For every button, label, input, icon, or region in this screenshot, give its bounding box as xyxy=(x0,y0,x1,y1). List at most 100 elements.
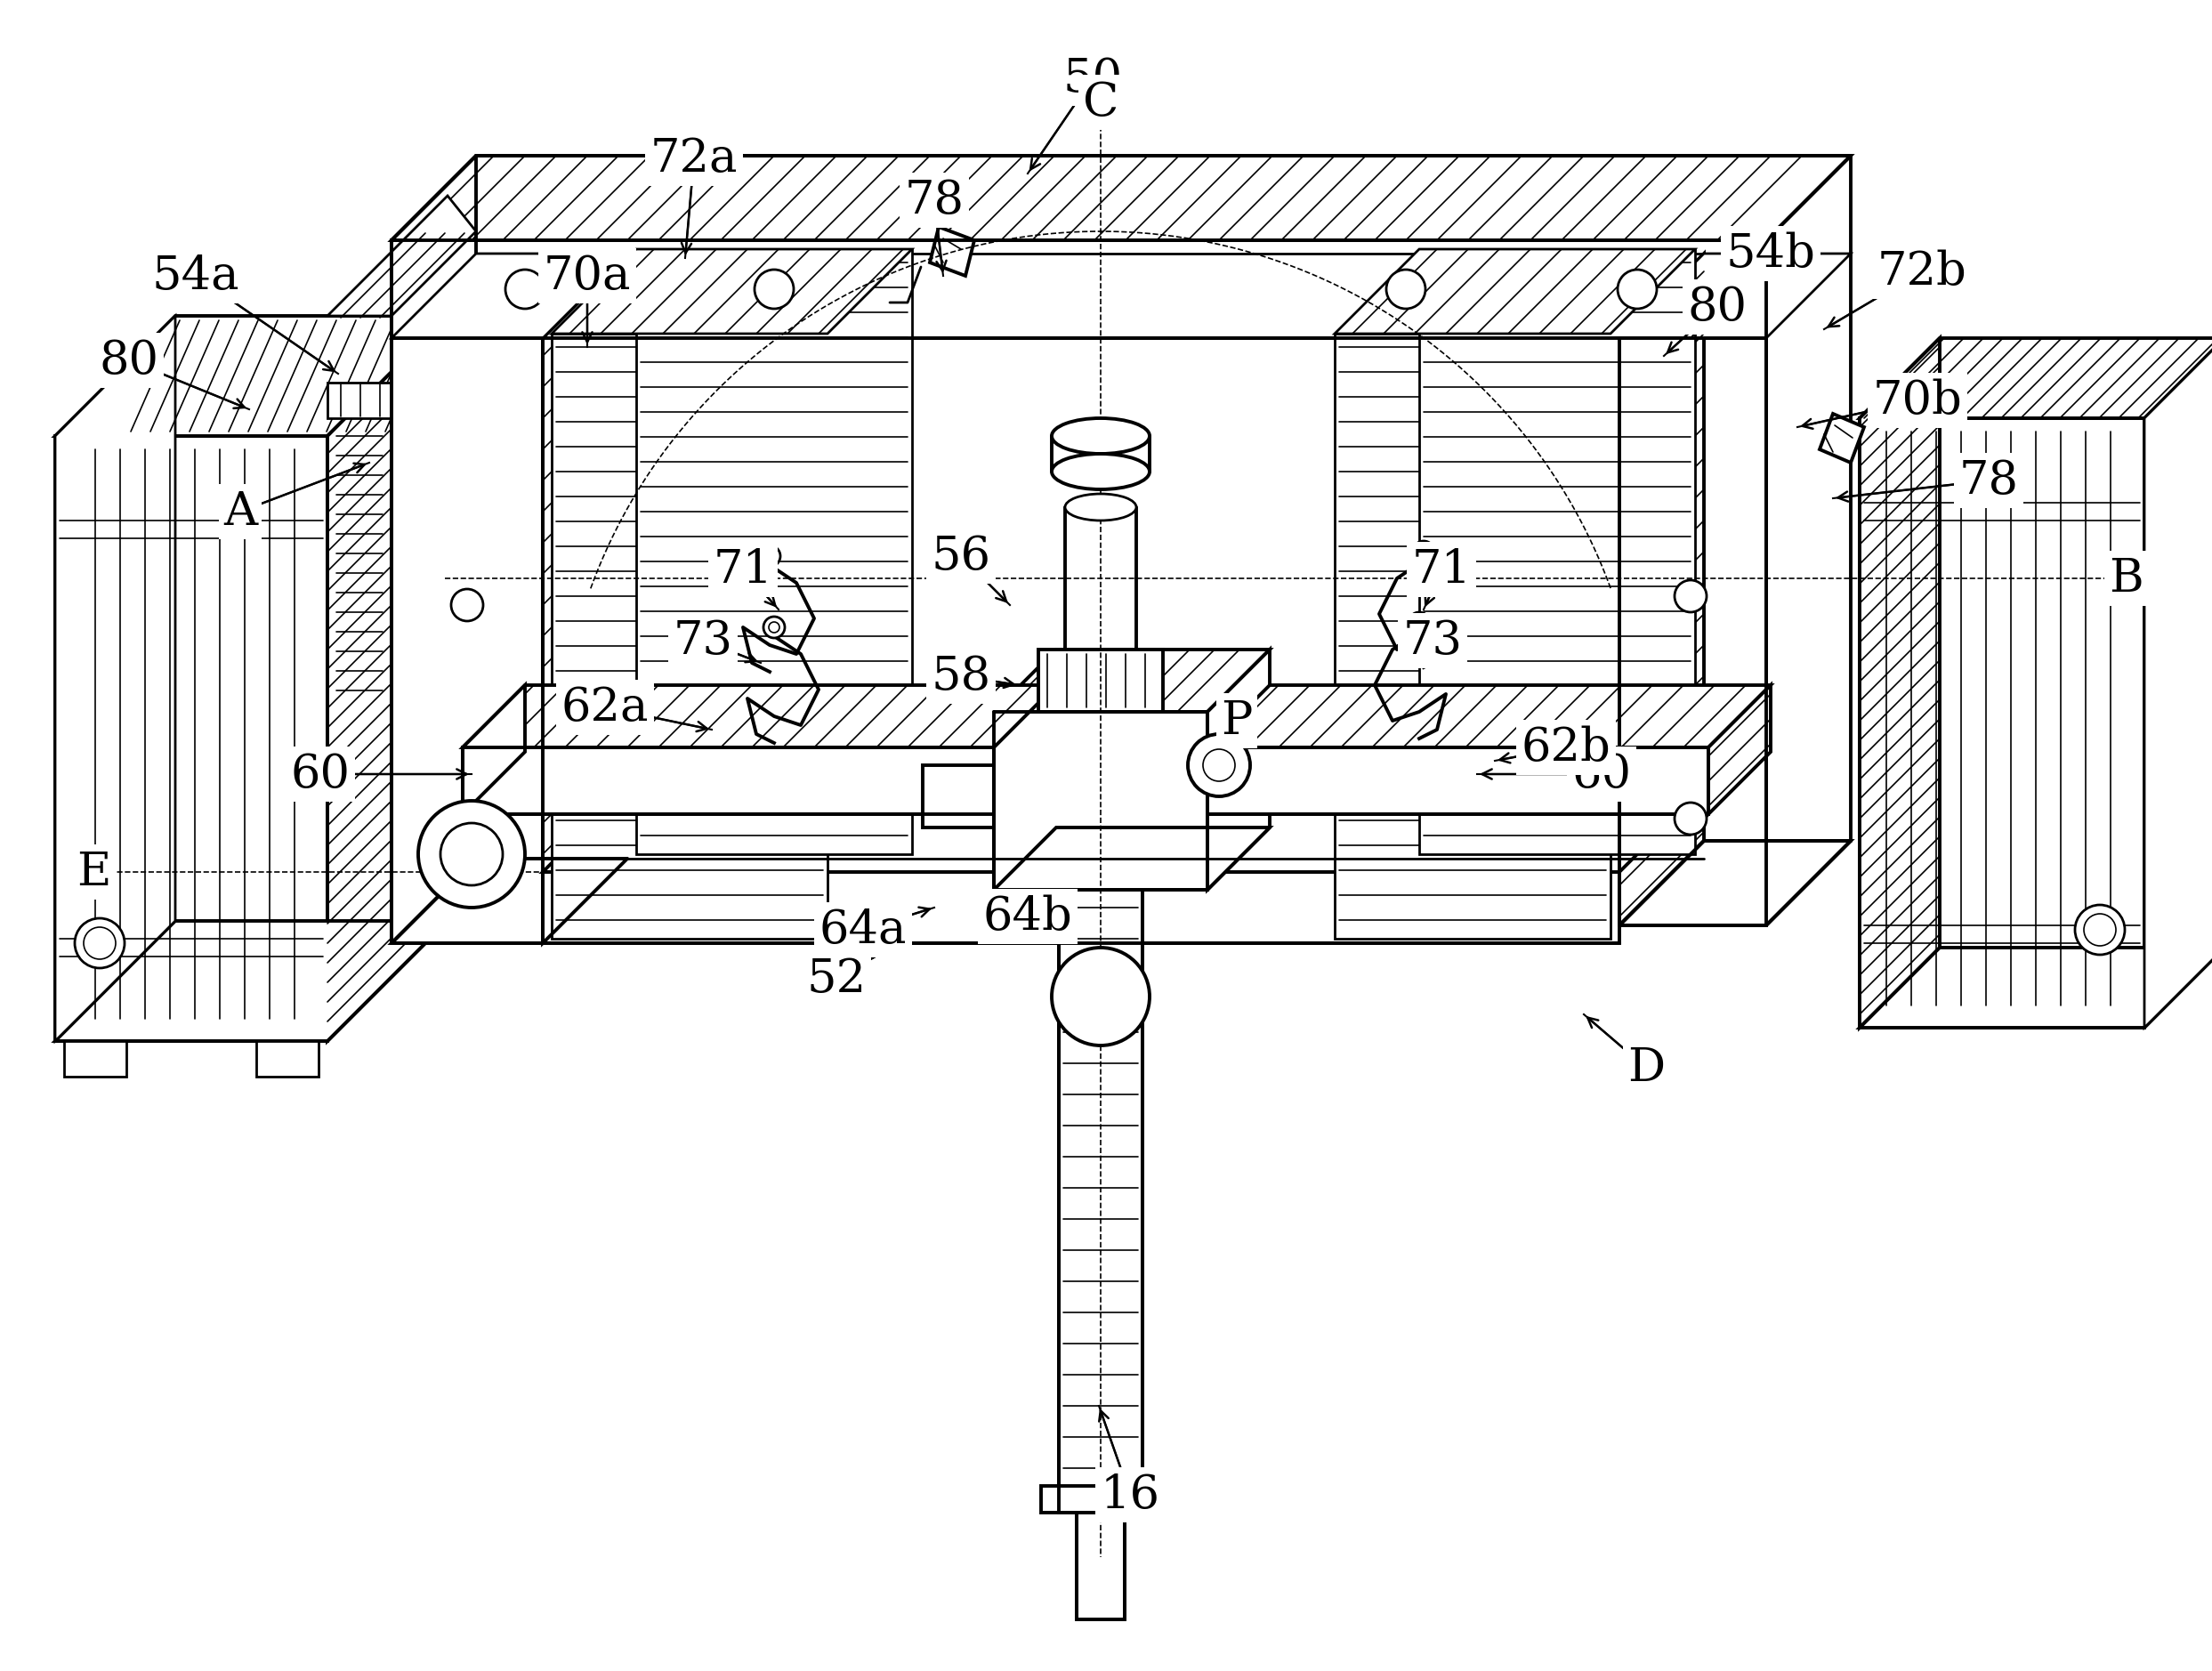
Polygon shape xyxy=(542,872,1619,942)
Text: P: P xyxy=(1221,698,1252,744)
Text: 71: 71 xyxy=(1411,546,1471,592)
Polygon shape xyxy=(542,254,628,942)
Text: 54a: 54a xyxy=(153,252,239,299)
Text: 78: 78 xyxy=(1960,458,2020,503)
Polygon shape xyxy=(1334,334,1610,939)
Polygon shape xyxy=(551,334,827,939)
Circle shape xyxy=(1413,618,1425,628)
Polygon shape xyxy=(392,859,628,942)
Text: A: A xyxy=(223,490,257,535)
Polygon shape xyxy=(327,316,447,1041)
Text: 70a: 70a xyxy=(544,252,630,299)
Circle shape xyxy=(451,815,482,847)
Circle shape xyxy=(2075,906,2126,954)
Polygon shape xyxy=(1334,249,1694,334)
Circle shape xyxy=(451,590,482,622)
Circle shape xyxy=(1051,947,1150,1046)
Circle shape xyxy=(1409,612,1429,633)
Polygon shape xyxy=(922,765,993,827)
Text: 80: 80 xyxy=(100,338,159,383)
Polygon shape xyxy=(327,196,476,316)
Polygon shape xyxy=(1860,338,2212,418)
Circle shape xyxy=(1413,541,1433,563)
Text: 52: 52 xyxy=(807,956,867,1001)
Text: 80: 80 xyxy=(1688,284,1747,329)
Circle shape xyxy=(440,824,502,886)
Polygon shape xyxy=(1860,947,2212,1028)
Polygon shape xyxy=(637,249,911,854)
Polygon shape xyxy=(1077,1512,1124,1619)
Polygon shape xyxy=(1860,418,2143,1028)
Text: 54b: 54b xyxy=(1725,231,1816,276)
Circle shape xyxy=(1674,802,1708,834)
Polygon shape xyxy=(1208,685,1770,747)
Polygon shape xyxy=(64,1041,126,1076)
Text: 50: 50 xyxy=(1062,55,1121,100)
Circle shape xyxy=(763,617,785,638)
Polygon shape xyxy=(929,227,973,276)
Polygon shape xyxy=(1208,650,1270,889)
Ellipse shape xyxy=(1064,495,1137,521)
Circle shape xyxy=(2084,914,2117,946)
Circle shape xyxy=(1203,749,1234,782)
Polygon shape xyxy=(1619,254,1703,926)
Text: 58: 58 xyxy=(931,653,991,698)
Polygon shape xyxy=(392,338,542,942)
Polygon shape xyxy=(327,383,392,418)
Text: C: C xyxy=(1082,80,1119,125)
Circle shape xyxy=(759,545,781,566)
Ellipse shape xyxy=(1051,455,1150,490)
Polygon shape xyxy=(1037,650,1164,712)
Polygon shape xyxy=(55,316,175,1041)
Circle shape xyxy=(504,269,544,309)
Text: 73: 73 xyxy=(672,618,732,663)
Polygon shape xyxy=(55,921,447,1041)
Text: 70b: 70b xyxy=(1874,378,1962,423)
Text: 62a: 62a xyxy=(562,685,648,730)
Text: 64b: 64b xyxy=(982,894,1073,939)
Text: 60: 60 xyxy=(290,752,349,797)
Text: 73: 73 xyxy=(1402,618,1462,663)
Text: 64a: 64a xyxy=(818,907,907,952)
Polygon shape xyxy=(2143,338,2212,1028)
Polygon shape xyxy=(993,827,1270,889)
Polygon shape xyxy=(462,685,1055,747)
Polygon shape xyxy=(55,436,327,1041)
Text: 60: 60 xyxy=(1573,752,1632,797)
Polygon shape xyxy=(462,747,993,814)
Text: 72a: 72a xyxy=(650,135,739,180)
Polygon shape xyxy=(1208,747,1708,814)
Polygon shape xyxy=(392,254,628,338)
Text: E: E xyxy=(75,849,111,894)
Circle shape xyxy=(754,269,794,309)
Ellipse shape xyxy=(1051,418,1150,455)
Circle shape xyxy=(84,927,115,959)
Text: 78: 78 xyxy=(905,177,964,222)
Circle shape xyxy=(765,551,774,561)
Polygon shape xyxy=(1619,841,1851,926)
Polygon shape xyxy=(257,1041,319,1076)
Polygon shape xyxy=(1042,1486,1161,1512)
Circle shape xyxy=(1674,580,1708,612)
Text: 62b: 62b xyxy=(1522,725,1610,770)
Polygon shape xyxy=(551,249,911,334)
Polygon shape xyxy=(1619,338,1765,926)
Polygon shape xyxy=(462,685,524,814)
Circle shape xyxy=(1617,269,1657,309)
Polygon shape xyxy=(993,712,1208,889)
Text: 56: 56 xyxy=(931,533,991,578)
Circle shape xyxy=(770,622,779,633)
Circle shape xyxy=(1387,269,1425,309)
Circle shape xyxy=(75,919,124,968)
Polygon shape xyxy=(1420,249,1694,854)
Text: 72b: 72b xyxy=(1878,249,1966,294)
Text: D: D xyxy=(1628,1044,1666,1091)
Text: 16: 16 xyxy=(1099,1472,1159,1517)
Text: B: B xyxy=(2110,556,2143,602)
Circle shape xyxy=(418,800,524,907)
Polygon shape xyxy=(1820,414,1865,463)
Polygon shape xyxy=(542,787,1703,872)
Polygon shape xyxy=(392,155,1851,241)
Polygon shape xyxy=(392,241,1765,338)
Polygon shape xyxy=(55,316,447,436)
